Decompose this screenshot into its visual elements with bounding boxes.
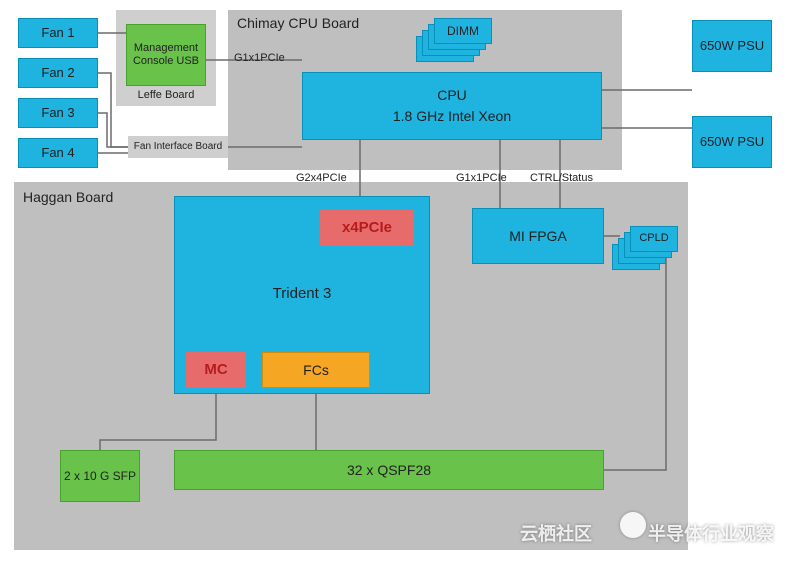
fan-interface-board-label: Fan Interface Board [134,141,222,153]
fan-interface-board-panel: Fan Interface Board [128,136,228,158]
link-label-ctrl: CTRL/Status [530,172,593,184]
dimm-0: DIMM [434,18,492,44]
sfp-label: 2 x 10 G SFP [64,469,136,483]
psu-1-block: 650W PSU [692,20,772,72]
leffe-board-label: Leffe Board [138,89,195,102]
haggan-board-label: Haggan Board [23,189,113,206]
fan-label: Fan 1 [41,25,74,41]
x4pcie-label: x4PCIe [342,219,392,237]
fan-block-4: Fan 4 [18,138,98,168]
wire-2 [98,113,128,147]
dimm-label: DIMM [447,24,479,38]
watermark-0: 云栖社区 [520,520,592,546]
psu-1-label: 650W PSU [700,38,764,54]
cpu-subtitle: 1.8 GHz Intel Xeon [393,108,511,125]
chimay-board-label: Chimay CPU Board [237,15,359,32]
cpld-0: CPLD [630,226,678,252]
management-console-block: Management Console USB [126,24,206,86]
management-console-label: Management Console USB [129,42,203,68]
psu-2-label: 650W PSU [700,134,764,150]
fan-label: Fan 3 [41,105,74,121]
cpld-label: CPLD [639,232,668,245]
link-label-g2x4: G2x4PCIe [296,172,347,184]
fan-block-1: Fan 1 [18,18,98,48]
cpu-block: CPU 1.8 GHz Intel Xeon [302,72,602,140]
fcs-label: FCs [303,362,329,379]
fcs-block: FCs [262,352,370,388]
trident3-label: Trident 3 [175,285,429,303]
link-label-g1x1_left: G1x1PCIe [234,52,285,64]
sfp-block: 2 x 10 G SFP [60,450,140,502]
cpu-title: CPU [437,87,467,104]
psu-2-block: 650W PSU [692,116,772,168]
mi-fpga-block: MI FPGA [472,208,604,264]
link-label-g1x1_right: G1x1PCIe [456,172,507,184]
qspf28-label: 32 x QSPF28 [347,462,431,479]
watermark-1: 半导体行业观察 [648,520,774,546]
mi-fpga-label: MI FPGA [509,228,567,245]
qspf28-block: 32 x QSPF28 [174,450,604,490]
mc-block: MC [186,352,246,388]
wechat-icon [620,512,646,538]
fan-block-3: Fan 3 [18,98,98,128]
fan-label: Fan 4 [41,145,74,161]
mc-label: MC [204,361,227,379]
fan-label: Fan 2 [41,65,74,81]
x4pcie-block: x4PCIe [320,210,414,246]
fan-block-2: Fan 2 [18,58,98,88]
